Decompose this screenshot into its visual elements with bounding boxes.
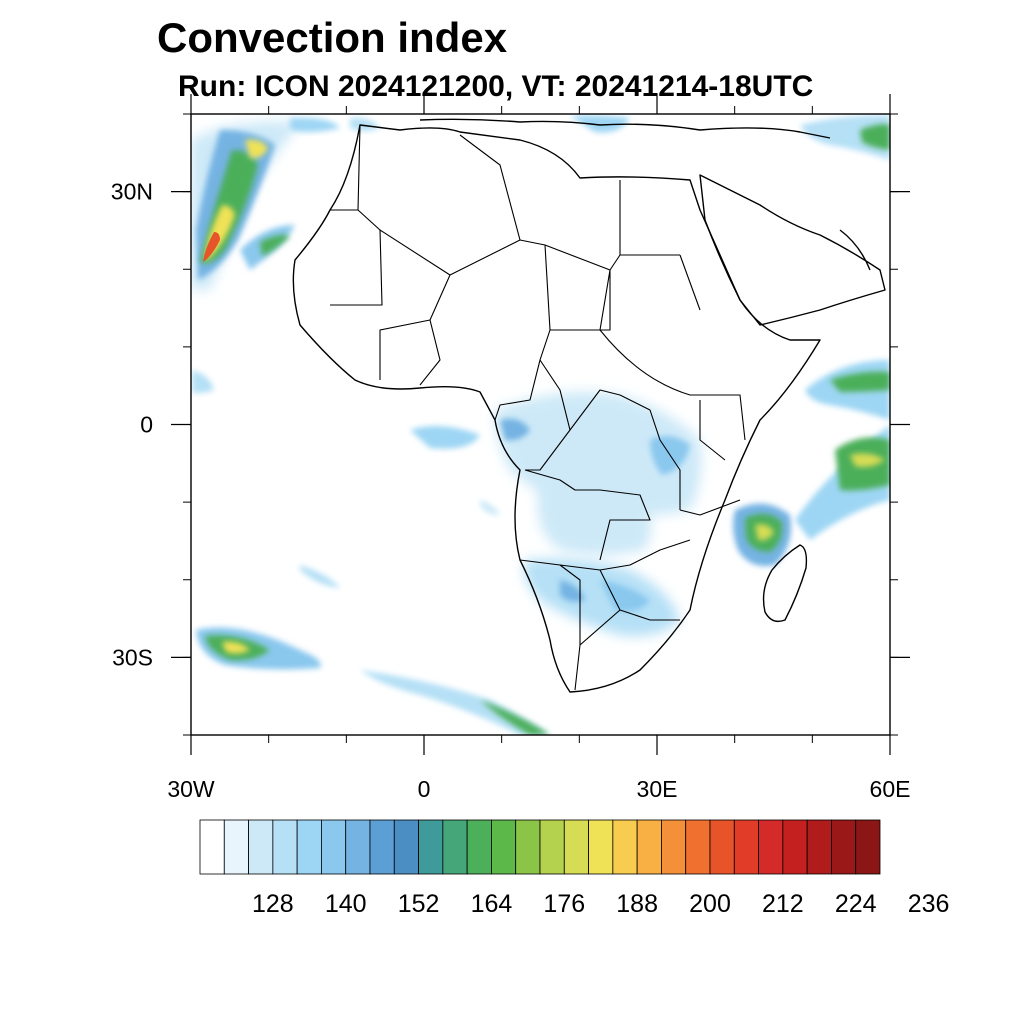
- colorbar-swatch: [223, 819, 249, 875]
- chart-title: Convection index: [157, 14, 508, 61]
- x-tick-label: 0: [418, 776, 431, 802]
- colorbar-label: 152: [398, 890, 440, 918]
- axis-ticks: [171, 94, 910, 755]
- colorbar-swatch: [466, 819, 492, 875]
- colorbar-swatch: [199, 819, 225, 875]
- colorbar-swatch: [369, 819, 395, 875]
- colorbar-label: 176: [543, 890, 585, 918]
- colorbar-swatch: [831, 819, 857, 875]
- y-tick-label: 30S: [112, 644, 153, 670]
- colorbar-labels: 128 140 152 164 176 188 200 212 224 236: [252, 890, 949, 918]
- colorbar-swatch: [636, 819, 662, 875]
- colorbar-swatch: [321, 819, 347, 875]
- colorbar-label: 164: [471, 890, 513, 918]
- colorbar-swatch: [491, 819, 517, 875]
- colorbar-swatch: [442, 819, 468, 875]
- y-tick-label: 30N: [111, 179, 153, 205]
- colorbar-swatch: [515, 819, 541, 875]
- arabia-coastline: [699, 174, 886, 326]
- colorbar-label: 140: [325, 890, 367, 918]
- med-north-coast: [419, 118, 831, 139]
- colorbar-label: 212: [762, 890, 804, 918]
- colorbar-swatch: [296, 819, 322, 875]
- colorbar-swatch: [806, 819, 832, 875]
- coastlines-borders: [292, 118, 886, 693]
- madagascar-coastline: [762, 544, 808, 623]
- field-madagascar: [733, 503, 791, 566]
- colorbar-swatch: [248, 819, 274, 875]
- colorbar-swatch: [539, 819, 565, 875]
- colorbar-swatch: [563, 819, 589, 875]
- x-tick-label: 60E: [870, 776, 911, 802]
- colorbar-swatch: [733, 819, 759, 875]
- map-plot-area: 30W 0 30E 60E 30N 0 30S: [111, 94, 911, 802]
- colorbar: [199, 819, 881, 875]
- colorbar-swatch: [685, 819, 711, 875]
- colorbar-swatch: [272, 819, 298, 875]
- colorbar-label: 236: [908, 890, 950, 918]
- colorbar-swatch: [782, 819, 808, 875]
- field-indian-ocean: [350, 115, 890, 540]
- colorbar-swatch: [612, 819, 638, 875]
- colorbar-swatch: [661, 819, 687, 875]
- x-tick-label: 30W: [167, 776, 215, 802]
- colorbar-label: 224: [835, 890, 877, 918]
- gulf-coastline: [839, 229, 871, 271]
- field-central-africa: [495, 392, 702, 636]
- colorbar-swatch: [588, 819, 614, 875]
- colorbar-swatch: [345, 819, 371, 875]
- field-north-atlantic: [191, 117, 340, 290]
- y-tick-label: 0: [140, 412, 153, 438]
- axis-tick-labels: 30W 0 30E 60E 30N 0 30S: [111, 179, 911, 802]
- colorbar-swatch: [393, 819, 419, 875]
- colorbar-swatch: [758, 819, 784, 875]
- colorbar-swatch: [418, 819, 444, 875]
- colorbar-label: 200: [689, 890, 731, 918]
- colorbar-label: 128: [252, 890, 294, 918]
- chart-subtitle: Run: ICON 2024121200, VT: 20241214-18UTC: [178, 70, 814, 103]
- convection-field: [191, 115, 890, 735]
- country-borders: [330, 124, 746, 691]
- colorbar-swatch: [709, 819, 735, 875]
- africa-coastline: [292, 124, 821, 693]
- field-south-atlantic: [192, 370, 550, 735]
- colorbar-swatch: [855, 819, 881, 875]
- x-tick-label: 30E: [637, 776, 678, 802]
- colorbar-label: 188: [616, 890, 658, 918]
